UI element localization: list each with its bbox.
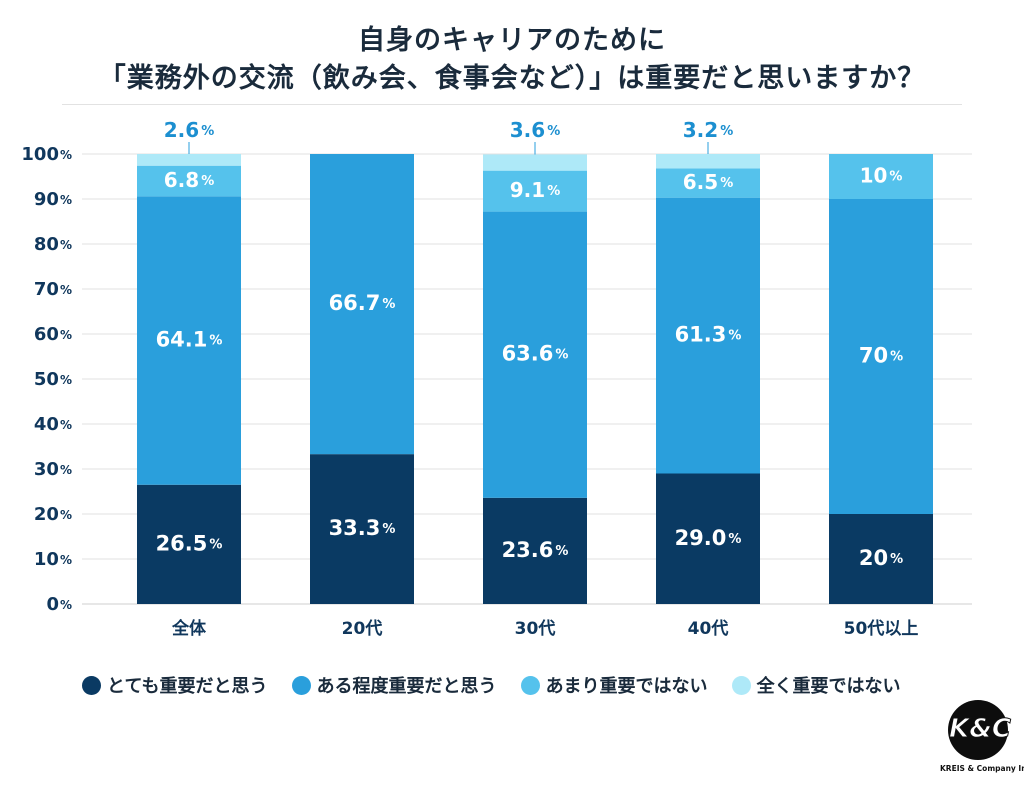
- y-tick-label: 80%: [34, 234, 72, 255]
- y-tick-label: 0%: [46, 594, 72, 615]
- data-label: 3.2%: [683, 118, 733, 142]
- logo-circle: [948, 700, 1008, 760]
- data-label: 63.6%: [502, 342, 569, 366]
- legend-item-not-important-at-all: 全く重要ではない: [731, 672, 901, 698]
- bar-segment: [137, 165, 241, 197]
- legend-swatch: [291, 675, 311, 695]
- y-tick-label: 30%: [34, 459, 72, 480]
- data-label: 29.0%: [675, 526, 742, 550]
- bar-segment: [483, 211, 587, 498]
- bar-segment: [656, 197, 760, 474]
- bar-segment: [483, 154, 587, 171]
- data-label: 3.6%: [510, 118, 560, 142]
- bar-segment: [310, 454, 414, 604]
- y-tick-label: 70%: [34, 279, 72, 300]
- legend-label: とても重要だと思う: [107, 676, 268, 697]
- bar-segment: [656, 473, 760, 604]
- x-tick-label: 全体: [171, 618, 207, 639]
- data-label: 10%: [860, 163, 903, 187]
- bar-segment: [137, 484, 241, 604]
- data-label: 6.5%: [683, 170, 733, 194]
- bar-segment: [829, 154, 933, 199]
- y-tick-label: 20%: [34, 504, 72, 525]
- data-label: 70%: [859, 344, 903, 368]
- legend-swatch: [82, 675, 101, 695]
- data-label: 9.1%: [510, 178, 560, 202]
- title-divider: [62, 104, 962, 105]
- data-label: 2.6%: [164, 118, 214, 142]
- bar-segment: [829, 514, 933, 604]
- y-tick-label: 60%: [34, 324, 72, 345]
- y-tick-label: 100%: [21, 144, 72, 165]
- legend-swatch: [520, 675, 540, 695]
- x-tick-label: 50代以上: [844, 618, 919, 639]
- y-tick-label: 10%: [34, 549, 72, 570]
- data-label: 66.7%: [329, 291, 396, 315]
- logo-mark: K&C: [949, 714, 1012, 745]
- data-label: 23.6%: [502, 538, 569, 562]
- bar-segment: [483, 170, 587, 212]
- logo-company-name: KREIS & Company Inc.: [940, 764, 1024, 773]
- bar-segment: [137, 196, 241, 485]
- y-tick-label: 90%: [34, 189, 72, 210]
- data-label: 33.3%: [329, 516, 396, 540]
- x-tick-label: 20代: [342, 618, 383, 639]
- bar-segment: [829, 199, 933, 514]
- legend-item-not-very-important: あまり重要ではない: [520, 672, 708, 698]
- x-tick-label: 40代: [688, 618, 729, 639]
- bar-segment: [656, 168, 760, 198]
- bar-segment: [310, 154, 414, 455]
- y-tick-label: 50%: [34, 369, 72, 390]
- data-label: 20%: [859, 546, 903, 570]
- data-label: 26.5%: [156, 531, 223, 555]
- legend-label: 全く重要ではない: [756, 676, 901, 697]
- legend-label: あまり重要ではない: [545, 676, 708, 697]
- legend-item-very-important: とても重要だと思う: [82, 672, 268, 698]
- data-label: 64.1%: [156, 328, 223, 352]
- data-label: 61.3%: [675, 323, 742, 347]
- bar-segment: [656, 154, 760, 169]
- chart-title-line-2: 「業務外の交流（飲み会、食事会など）」は重要だと思いますか？: [98, 63, 926, 94]
- chart-legend: とても重要だと思う ある程度重要だと思う あまり重要ではない 全く重要ではない: [82, 672, 925, 698]
- legend-label: ある程度重要だと思う: [316, 676, 497, 697]
- bar-segment: [137, 154, 241, 166]
- legend-item-somewhat-important: ある程度重要だと思う: [291, 672, 497, 698]
- x-tick-label: 30代: [515, 618, 556, 639]
- y-tick-label: 40%: [34, 414, 72, 435]
- data-label: 6.8%: [164, 168, 214, 192]
- bar-segment: [483, 497, 587, 604]
- legend-swatch: [731, 675, 751, 695]
- chart-title-line-1: 自身のキャリアのために: [358, 25, 666, 56]
- company-logo: K&C KREIS & Company Inc.: [940, 700, 1024, 780]
